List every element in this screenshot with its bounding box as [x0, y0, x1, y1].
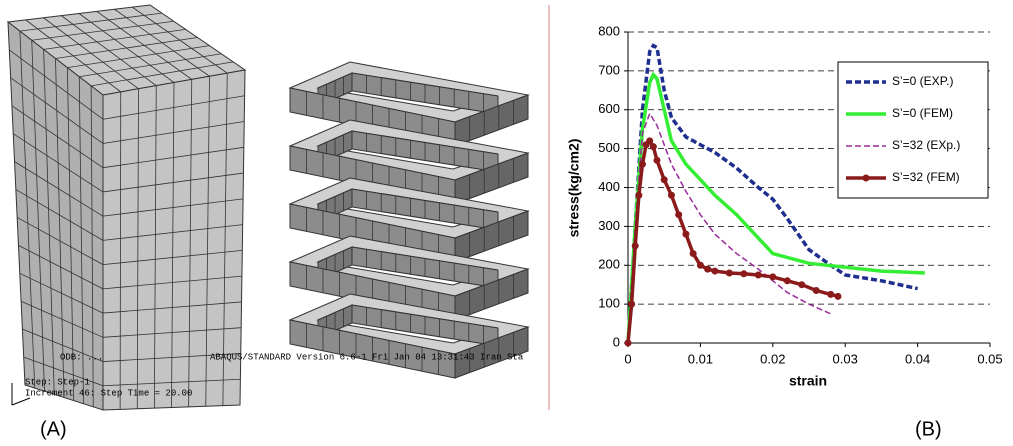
- data-point: [653, 157, 660, 164]
- y-tick-label: 300: [598, 218, 620, 233]
- x-axis-title: strain: [789, 373, 827, 389]
- overlay-text: ODB: ...: [60, 352, 103, 362]
- data-point: [813, 287, 820, 294]
- data-point: [690, 250, 697, 257]
- overlay-text: ABAQUS/STANDARD Version 6.6-1 Fri Jan 04…: [210, 352, 524, 362]
- data-point: [755, 271, 762, 278]
- y-axis-title: stress(kg/cm2): [566, 139, 582, 238]
- y-tick-label: 0: [613, 334, 620, 349]
- panel-label: (A): [40, 418, 67, 440]
- legend-label: S’=32 (FEM): [892, 170, 960, 184]
- legend-label: S’=32 (EXp.): [892, 138, 960, 152]
- data-point: [632, 242, 639, 249]
- x-tick-label: 0.05: [977, 351, 1002, 366]
- x-tick-label: 0.03: [833, 351, 858, 366]
- panel-label: (B): [915, 418, 942, 440]
- data-point: [798, 281, 805, 288]
- y-tick-label: 400: [598, 179, 620, 194]
- y-tick-label: 500: [598, 140, 620, 155]
- data-point: [635, 192, 642, 199]
- data-point: [661, 176, 668, 183]
- y-tick-label: 600: [598, 101, 620, 116]
- data-point: [711, 268, 718, 275]
- data-point: [697, 262, 704, 269]
- x-tick-label: 0.04: [905, 351, 930, 366]
- legend-label: S’=0 (EXP.): [892, 74, 953, 88]
- y-tick-label: 200: [598, 257, 620, 272]
- data-point: [646, 137, 653, 144]
- x-tick-label: 0.02: [760, 351, 785, 366]
- y-tick-label: 100: [598, 296, 620, 311]
- series-line: [628, 114, 831, 343]
- y-tick-label: 800: [598, 23, 620, 38]
- data-point: [726, 270, 733, 277]
- data-point: [827, 291, 834, 298]
- data-point: [834, 293, 841, 300]
- series-line: [628, 141, 838, 343]
- overlay-text: Step: Step-1: [25, 377, 90, 387]
- x-tick-label: 0.01: [688, 351, 713, 366]
- data-point: [650, 143, 657, 150]
- axis-triad: [12, 398, 30, 405]
- data-point: [668, 192, 675, 199]
- data-point: [682, 231, 689, 238]
- legend-label: S’=0 (FEM): [892, 106, 953, 120]
- data-point: [769, 273, 776, 280]
- legend-marker: [863, 175, 870, 182]
- mesh-rendering: [8, 5, 528, 410]
- figure: ODB: ... ABAQUS/STANDARD Version 6.6-1 F…: [0, 0, 1013, 446]
- x-tick-label: 0: [624, 351, 631, 366]
- overlay-text: Increment 46: Step Time = 20.00: [25, 388, 192, 398]
- data-point: [675, 211, 682, 218]
- data-point: [625, 340, 632, 347]
- data-point: [628, 301, 635, 308]
- data-point: [784, 277, 791, 284]
- data-point: [639, 161, 646, 168]
- data-point: [740, 270, 747, 277]
- y-tick-label: 700: [598, 62, 620, 77]
- data-point: [704, 266, 711, 273]
